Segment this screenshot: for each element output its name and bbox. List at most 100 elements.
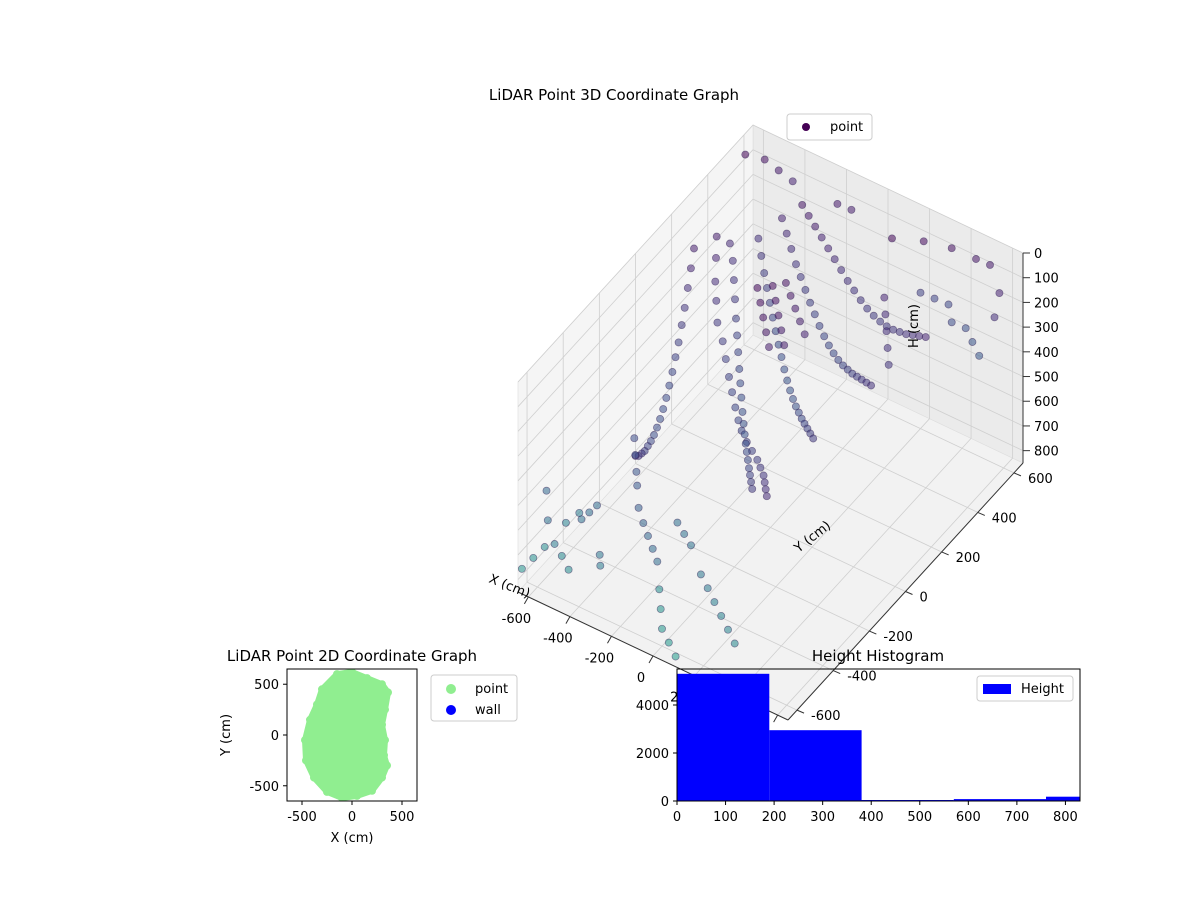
data-point bbox=[735, 365, 744, 373]
data-point bbox=[781, 278, 790, 287]
data-point bbox=[756, 298, 765, 307]
grid-line-z-back bbox=[752, 272, 1024, 402]
data-point bbox=[703, 584, 712, 593]
chart-3d-title: LiDAR Point 3D Coordinate Graph bbox=[489, 86, 739, 104]
x-tick-label: 200 bbox=[762, 810, 787, 825]
legend-height-label: Height bbox=[1021, 682, 1064, 697]
data-point bbox=[884, 360, 893, 369]
data-point bbox=[740, 430, 749, 439]
data-point bbox=[730, 639, 739, 648]
data-point bbox=[333, 670, 341, 679]
data-point bbox=[880, 293, 889, 302]
data-point bbox=[780, 341, 789, 350]
data-point bbox=[721, 355, 730, 364]
data-point bbox=[788, 177, 797, 186]
data-point bbox=[850, 286, 859, 295]
y-tick bbox=[832, 670, 841, 675]
x-tick bbox=[773, 714, 779, 723]
chart-2d: LiDAR Point 2D Coordinate Graph -500 0 500… bbox=[219, 647, 518, 846]
grid-line-y-floor bbox=[671, 423, 942, 553]
data-point bbox=[798, 200, 807, 209]
data-point bbox=[378, 680, 386, 689]
legend-point-label: point bbox=[830, 120, 863, 135]
data-point bbox=[824, 341, 833, 350]
histogram-bar bbox=[677, 673, 770, 801]
data-point bbox=[809, 434, 818, 443]
data-point bbox=[830, 255, 839, 264]
data-point bbox=[916, 288, 925, 297]
data-point bbox=[529, 553, 538, 562]
data-point bbox=[837, 266, 846, 275]
data-point bbox=[921, 333, 930, 342]
data-point bbox=[833, 199, 842, 208]
data-point bbox=[650, 431, 658, 439]
y-tick-label: -200 bbox=[883, 630, 913, 645]
y-tick-label: -600 bbox=[811, 709, 841, 724]
data-point bbox=[756, 463, 765, 472]
data-point bbox=[834, 355, 843, 364]
data-point bbox=[777, 353, 786, 362]
data-point bbox=[771, 296, 780, 305]
grid-line-z-left bbox=[517, 149, 754, 407]
grid-line-z-left bbox=[517, 272, 754, 531]
data-point bbox=[363, 674, 371, 683]
data-point bbox=[774, 311, 783, 320]
data-point bbox=[731, 295, 739, 304]
data-point bbox=[585, 508, 594, 517]
data-point bbox=[747, 478, 756, 486]
histogram-plot-area: 0 100 200 300 400 500 600 700 800 0 2000 4000 bbox=[636, 668, 1081, 825]
data-point bbox=[542, 486, 551, 495]
point-cloud bbox=[301, 669, 392, 801]
data-point bbox=[662, 393, 671, 402]
data-point bbox=[731, 403, 740, 412]
y-tick-label: 400 bbox=[992, 511, 1017, 526]
data-point bbox=[540, 543, 549, 551]
legend-height-swatch bbox=[983, 684, 1011, 694]
data-point bbox=[659, 405, 668, 414]
data-point bbox=[760, 269, 769, 278]
data-point bbox=[710, 598, 719, 607]
data-point bbox=[658, 624, 666, 633]
data-point bbox=[725, 239, 734, 248]
histogram-bar bbox=[953, 799, 1047, 801]
grid-line-y-floor bbox=[743, 344, 1015, 474]
data-point bbox=[762, 492, 771, 501]
data-point bbox=[947, 244, 956, 253]
data-point bbox=[712, 232, 721, 241]
histogram-legend: Height bbox=[976, 675, 1074, 702]
x-tick-label: 0 bbox=[637, 671, 645, 686]
y-tick-label: 600 bbox=[1028, 472, 1053, 487]
x-tick-label: 500 bbox=[907, 810, 932, 825]
data-point bbox=[762, 328, 771, 337]
legend-point-marker bbox=[802, 123, 810, 131]
data-point bbox=[847, 205, 856, 214]
data-point bbox=[869, 311, 878, 320]
x-tick-label: 800 bbox=[1053, 810, 1078, 825]
data-point bbox=[653, 423, 661, 432]
histogram-bar bbox=[769, 730, 862, 801]
data-point bbox=[883, 344, 892, 352]
y-tick-label: 0 bbox=[920, 591, 928, 606]
histogram-title: Height Histogram bbox=[812, 647, 944, 665]
data-point bbox=[782, 229, 791, 238]
data-point bbox=[881, 310, 890, 319]
x-tick-label: 500 bbox=[390, 810, 415, 825]
data-point bbox=[683, 284, 692, 292]
data-point bbox=[754, 234, 763, 243]
legend-frame bbox=[976, 675, 1074, 702]
data-point bbox=[595, 550, 604, 559]
data-point bbox=[944, 300, 953, 309]
y-tick-label: -500 bbox=[249, 780, 279, 795]
data-point bbox=[990, 313, 999, 322]
chart-2d-xlabel: X (cm) bbox=[331, 831, 374, 846]
legend-wall-marker bbox=[446, 705, 456, 715]
data-point bbox=[728, 388, 737, 397]
data-point bbox=[801, 285, 810, 294]
data-point bbox=[712, 253, 720, 262]
grid-line-z-back bbox=[752, 124, 1024, 254]
x-tick-label: 400 bbox=[859, 810, 884, 825]
data-point bbox=[972, 255, 980, 263]
z-tick-label: 600 bbox=[1034, 395, 1059, 410]
data-point bbox=[713, 318, 722, 327]
data-point bbox=[761, 485, 770, 494]
